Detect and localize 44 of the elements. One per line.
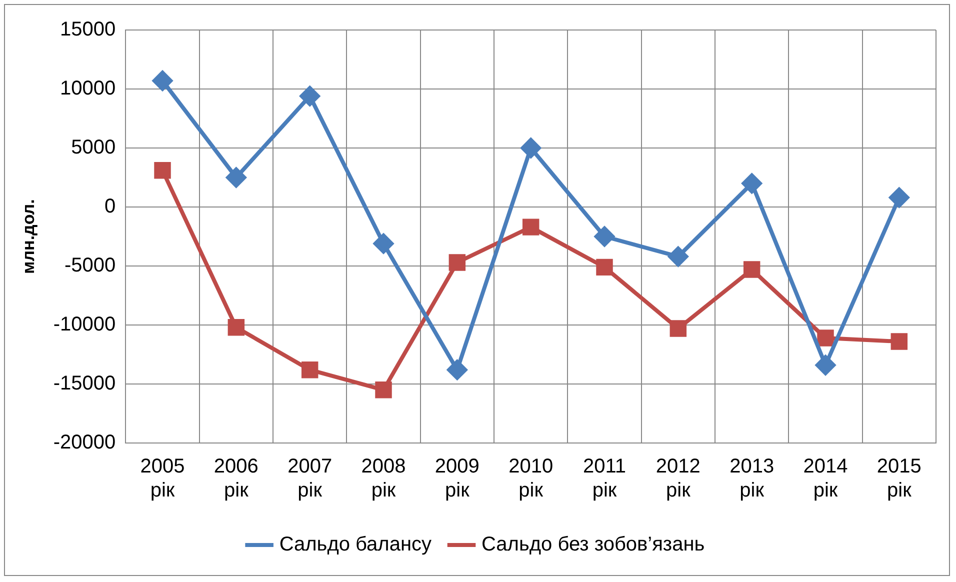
x-tick-label: 2010 рік xyxy=(508,456,554,502)
point xyxy=(889,188,910,208)
x-tick-label: 2007 рік xyxy=(288,456,332,502)
point xyxy=(596,258,613,276)
x-tick-label: 2008 рік xyxy=(361,456,406,502)
point xyxy=(817,330,834,346)
legend-label: Сальдо балансу xyxy=(279,534,432,556)
point xyxy=(670,320,687,337)
point xyxy=(520,138,541,158)
y-tick-label: -10000 xyxy=(53,314,116,336)
x-tick-label: 2006 рік xyxy=(214,456,258,502)
point xyxy=(228,318,245,336)
y-tick-label: -5000 xyxy=(64,254,116,277)
x-tick-label: 2012 рік xyxy=(656,456,700,502)
x-tick-label: 2009 рік xyxy=(434,456,480,502)
y-tick-label: -15000 xyxy=(53,372,116,395)
y-tick-label: 15000 xyxy=(60,18,116,41)
y-tick-label: 5000 xyxy=(71,136,116,159)
y-tick-label: 10000 xyxy=(60,78,116,100)
point xyxy=(301,361,318,378)
point xyxy=(448,254,466,271)
point xyxy=(447,360,468,380)
point xyxy=(300,86,320,106)
point xyxy=(668,246,688,267)
point xyxy=(890,333,908,350)
y-axis-title: млн.дол. xyxy=(18,199,38,274)
point xyxy=(816,355,836,376)
x-tick-label: 2015 рік xyxy=(876,456,922,502)
legend-label: Сальдо без зобов’язань xyxy=(482,534,705,556)
x-tick-label: 2011 рік xyxy=(582,456,626,502)
point xyxy=(742,173,762,194)
x-tick-label: 2005 рік xyxy=(140,456,185,502)
x-tick-label: 2014 рік xyxy=(803,456,848,502)
y-tick-label: -20000 xyxy=(53,432,116,454)
point xyxy=(375,382,392,398)
point xyxy=(152,70,173,91)
y-tick-label: 0 xyxy=(104,196,116,218)
point xyxy=(522,218,540,236)
point xyxy=(226,168,246,188)
point xyxy=(743,261,760,278)
point xyxy=(154,162,171,179)
point xyxy=(374,234,394,254)
point xyxy=(594,226,615,246)
x-tick-label: 2013 рік xyxy=(730,456,774,502)
